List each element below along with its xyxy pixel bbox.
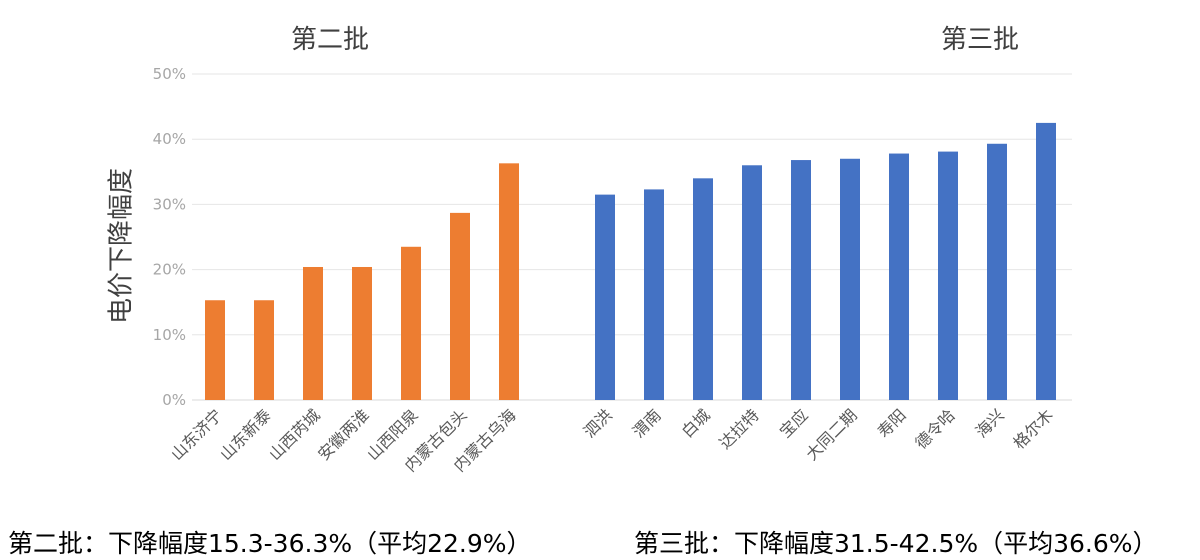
bar-白城	[693, 178, 713, 400]
x-tick-label: 山西芮城	[265, 405, 324, 464]
x-tick-label: 山东新泰	[216, 405, 275, 464]
x-tick-label: 德令哈	[911, 405, 958, 452]
bar-内蒙古乌海	[499, 163, 519, 400]
x-tick-label: 格尔木	[1009, 405, 1056, 452]
y-tick-label: 20%	[153, 261, 186, 279]
y-tick-label: 10%	[153, 326, 186, 344]
bar-德令哈	[938, 151, 958, 400]
y-tick-label: 30%	[153, 195, 186, 213]
bar-大同二期	[840, 158, 860, 400]
y-tick-label: 40%	[153, 130, 186, 148]
x-tick-label: 达拉特	[715, 405, 762, 452]
caption-batch-3: 第三批：下降幅度31.5-42.5%（平均36.6%）	[634, 529, 1158, 558]
x-tick-label: 宝应	[776, 405, 812, 441]
bar-达拉特	[742, 165, 762, 400]
bar-安徽两淮	[352, 266, 372, 400]
caption-batch-2: 第二批：下降幅度15.3-36.3%（平均22.9%）	[8, 529, 532, 558]
bar-海兴	[987, 143, 1007, 400]
x-tick-label: 寿阳	[874, 405, 910, 441]
x-tick-label: 海兴	[972, 405, 1008, 441]
x-tick-label: 山东济宁	[167, 405, 226, 464]
y-tick-label: 50%	[153, 65, 186, 83]
x-axis-ticks: 山东济宁山东新泰山西芮城安徽两淮山西阳泉内蒙古包头内蒙古乌海 泗洪 渭南 白城 达拉特宝…	[167, 405, 1057, 475]
group-title-batch-2: 第二批	[291, 25, 369, 55]
bar-山东新泰	[254, 300, 274, 400]
gridlines	[192, 73, 1072, 401]
bar-寿阳	[889, 153, 909, 400]
x-tick-label: 安徽两淮	[314, 405, 373, 464]
bars	[205, 122, 1056, 401]
bar-泗洪	[595, 194, 615, 400]
bar-内蒙古包头	[450, 212, 470, 400]
y-tick-label: 0%	[162, 391, 186, 409]
bar-chart: 0% 10% 20% 30% 40% 50% 山东济宁山东新泰山西芮城安徽两淮山西阳泉内蒙…	[107, 25, 1072, 475]
bar-渭南	[644, 189, 664, 400]
bar-山西芮城	[303, 266, 323, 400]
bar-宝应	[791, 160, 811, 400]
x-tick-label: 泗洪	[580, 405, 616, 441]
x-tick-label: 白城	[678, 405, 714, 441]
y-axis-ticks: 0% 10% 20% 30% 40% 50%	[153, 65, 186, 409]
bar-山东济宁	[205, 300, 225, 400]
y-axis-label: 电价下降幅度	[107, 168, 137, 324]
group-title-batch-3: 第三批	[941, 25, 1019, 55]
bar-山西阳泉	[401, 246, 421, 400]
x-tick-label: 渭南	[629, 405, 665, 441]
bar-格尔木	[1036, 122, 1056, 401]
x-tick-label: 大同二期	[802, 405, 861, 464]
